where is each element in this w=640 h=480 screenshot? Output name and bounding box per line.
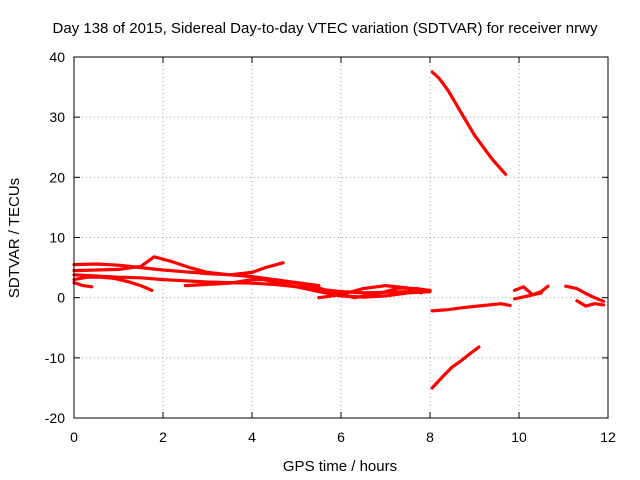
series-trace-13 <box>512 291 543 301</box>
series-trace-9 <box>430 70 508 176</box>
series-trace-1 <box>72 261 285 277</box>
x-tick-label: 0 <box>70 429 78 445</box>
y-tick-label: -10 <box>45 350 65 366</box>
series-trace-10 <box>430 302 512 313</box>
x-tick-label: 6 <box>337 429 345 445</box>
y-tick-label: -20 <box>45 410 65 426</box>
chart-title: Day 138 of 2015, Sidereal Day-to-day VTE… <box>53 20 598 37</box>
x-tick-label: 2 <box>159 429 167 445</box>
series-trace-12 <box>512 284 550 297</box>
axis-ticks <box>73 56 609 419</box>
series-trace-15 <box>575 299 606 308</box>
x-tick-label: 8 <box>426 429 434 445</box>
series-trace-11 <box>430 345 481 390</box>
data-traces <box>72 70 606 390</box>
x-tick-label: 10 <box>511 429 527 445</box>
series-trace-8 <box>317 284 423 300</box>
x-tick-label: 4 <box>248 429 256 445</box>
tick-labels: 0 2 4 6 8 10 12 -20 -10 0 10 20 30 40 <box>45 49 616 445</box>
series-trace-5 <box>72 273 432 295</box>
series-trace-14 <box>564 284 606 303</box>
y-axis-label: SDTVAR / TECUs <box>6 178 23 298</box>
x-tick-label: 12 <box>600 429 616 445</box>
x-axis-label: GPS time / hours <box>283 458 397 475</box>
y-tick-label: 10 <box>49 230 65 246</box>
grid-lines <box>74 57 608 418</box>
series-trace-4 <box>72 281 94 289</box>
y-tick-label: 0 <box>57 290 65 306</box>
y-tick-label: 30 <box>49 109 65 125</box>
y-tick-label: 40 <box>49 49 65 65</box>
y-tick-label: 20 <box>49 169 65 185</box>
